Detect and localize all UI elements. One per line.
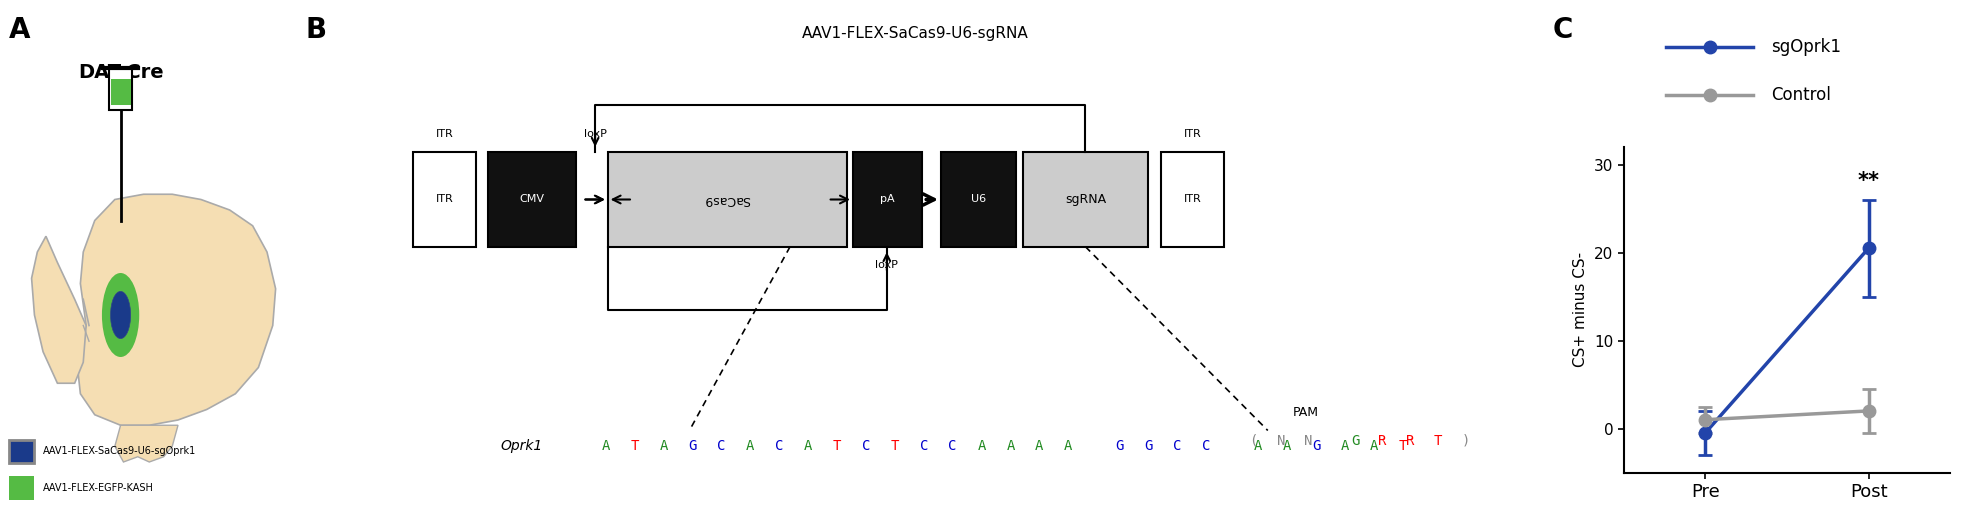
- Text: R: R: [1378, 434, 1386, 448]
- Text: pA: pA: [881, 194, 895, 205]
- Text: B: B: [307, 16, 327, 44]
- Text: T: T: [834, 439, 841, 453]
- Polygon shape: [115, 425, 178, 462]
- Text: SaCas9: SaCas9: [703, 193, 750, 206]
- Text: AAV1-FLEX-EGFP-KASH: AAV1-FLEX-EGFP-KASH: [44, 483, 154, 493]
- Text: Control: Control: [1770, 86, 1832, 103]
- Text: A: A: [8, 16, 30, 44]
- Text: (: (: [1249, 434, 1257, 448]
- Text: A: A: [746, 439, 754, 453]
- Text: G: G: [689, 439, 697, 453]
- Text: A: A: [602, 439, 610, 453]
- Text: loxP: loxP: [875, 260, 899, 270]
- Text: A: A: [1370, 439, 1378, 453]
- Y-axis label: CS+ minus CS-: CS+ minus CS-: [1574, 252, 1588, 368]
- Text: C: C: [919, 439, 929, 453]
- FancyBboxPatch shape: [109, 68, 133, 110]
- FancyBboxPatch shape: [853, 152, 923, 247]
- Text: G: G: [1144, 439, 1152, 453]
- FancyBboxPatch shape: [8, 477, 34, 500]
- FancyBboxPatch shape: [8, 439, 34, 463]
- Text: ITR: ITR: [436, 129, 453, 139]
- Text: G: G: [1313, 439, 1321, 453]
- Text: DAT-Cre: DAT-Cre: [77, 63, 164, 82]
- Text: T: T: [1398, 439, 1408, 453]
- Text: C: C: [1202, 439, 1212, 453]
- FancyBboxPatch shape: [412, 152, 475, 247]
- Text: T: T: [891, 439, 899, 453]
- Text: **: **: [1857, 171, 1879, 191]
- Text: G: G: [1115, 439, 1125, 453]
- FancyBboxPatch shape: [1022, 152, 1148, 247]
- Text: C: C: [1174, 439, 1182, 453]
- FancyBboxPatch shape: [489, 152, 576, 247]
- Polygon shape: [32, 236, 85, 383]
- Text: R: R: [1406, 434, 1414, 448]
- FancyBboxPatch shape: [111, 79, 131, 105]
- FancyBboxPatch shape: [608, 152, 847, 247]
- Text: A: A: [1063, 439, 1073, 453]
- Text: A: A: [1036, 439, 1043, 453]
- Text: CMV: CMV: [521, 194, 544, 205]
- Text: ): ): [1461, 434, 1469, 448]
- Text: Oprk1: Oprk1: [501, 439, 543, 453]
- Ellipse shape: [111, 291, 131, 339]
- Text: C: C: [1552, 16, 1574, 44]
- Ellipse shape: [101, 273, 139, 357]
- Text: N: N: [1277, 434, 1285, 448]
- Text: C: C: [774, 439, 784, 453]
- Text: U6: U6: [970, 194, 986, 205]
- Text: C: C: [717, 439, 725, 453]
- Text: sgRNA: sgRNA: [1065, 193, 1107, 206]
- Text: A: A: [1253, 439, 1263, 453]
- Text: A: A: [659, 439, 667, 453]
- Text: A: A: [1340, 439, 1348, 453]
- Text: A: A: [978, 439, 986, 453]
- Text: AAV1-FLEX-SaCas9-U6-sgRNA: AAV1-FLEX-SaCas9-U6-sgRNA: [802, 26, 1030, 41]
- FancyBboxPatch shape: [1160, 152, 1224, 247]
- FancyBboxPatch shape: [940, 152, 1016, 247]
- Polygon shape: [77, 194, 275, 425]
- Text: ITR: ITR: [1184, 129, 1202, 139]
- Text: N: N: [1305, 434, 1313, 448]
- Text: ITR: ITR: [1184, 194, 1202, 205]
- Text: T: T: [630, 439, 640, 453]
- Text: G: G: [1350, 434, 1358, 448]
- Text: AAV1-FLEX-SaCas9-U6-sgOprk1: AAV1-FLEX-SaCas9-U6-sgOprk1: [44, 446, 196, 457]
- Text: ITR: ITR: [436, 194, 453, 205]
- Text: A: A: [1006, 439, 1014, 453]
- Text: A: A: [1283, 439, 1291, 453]
- Text: T: T: [1434, 434, 1441, 448]
- Text: loxP: loxP: [584, 129, 606, 139]
- Text: PAM: PAM: [1293, 406, 1319, 418]
- Text: C: C: [948, 439, 956, 453]
- Text: sgOprk1: sgOprk1: [1770, 38, 1841, 56]
- Text: A: A: [804, 439, 812, 453]
- Text: C: C: [861, 439, 869, 453]
